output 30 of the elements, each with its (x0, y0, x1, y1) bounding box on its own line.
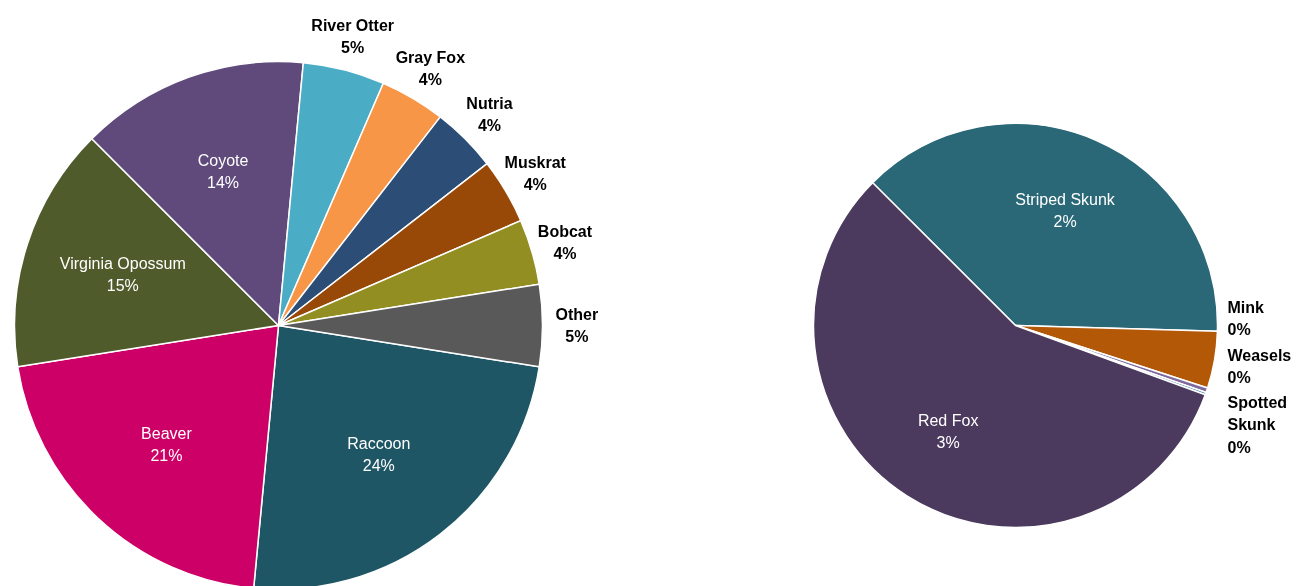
data-label: 0% (1227, 438, 1251, 456)
data-label: 4% (523, 176, 547, 194)
data-label: 24% (362, 457, 395, 475)
data-label: 21% (150, 447, 183, 465)
slice-label: Weasels (1227, 346, 1292, 364)
slice-label: Gray Fox (395, 49, 466, 67)
slice-label: Spotted Skunk (1227, 394, 1288, 434)
data-label: 0% (1227, 321, 1251, 339)
data-label: 4% (418, 71, 442, 89)
data-label: 4% (477, 117, 502, 135)
slice-label: Coyote (197, 151, 249, 169)
data-label: 5% (565, 328, 589, 346)
data-label: 4% (553, 244, 577, 262)
data-label: 14% (207, 174, 240, 192)
slice-label: Red Fox (917, 411, 979, 429)
slice-label: Nutria (466, 95, 513, 113)
data-label: 5% (341, 39, 365, 57)
slice-label: Striped Skunk (1015, 190, 1116, 208)
slice-label: River Otter (311, 17, 395, 34)
data-label: 15% (106, 277, 139, 295)
data-label: 2% (1053, 213, 1077, 231)
slice-label: Other (555, 305, 599, 323)
slice-label: Beaver (141, 425, 193, 443)
slice-label: Virginia Opossum (59, 255, 186, 273)
data-label: 3% (936, 433, 960, 451)
slice-label: Bobcat (537, 222, 593, 240)
slice-label: Mink (1227, 298, 1265, 316)
data-label: 0% (1227, 369, 1251, 387)
slice-label: Muskrat (504, 154, 567, 172)
slice-label: Raccoon (347, 435, 411, 453)
